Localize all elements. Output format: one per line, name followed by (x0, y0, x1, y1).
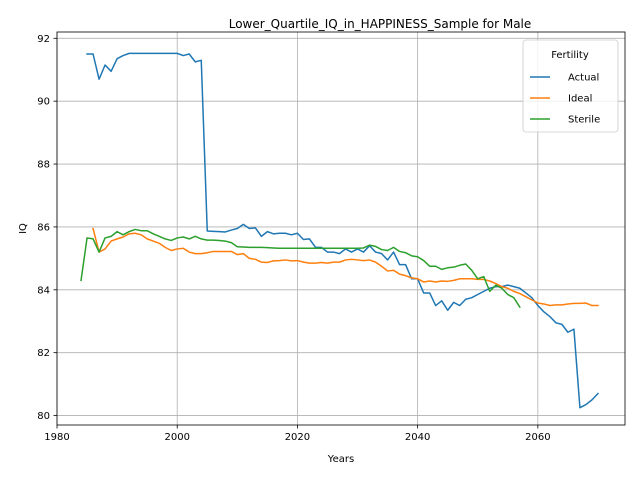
x-tick-label: 1980 (44, 432, 69, 443)
y-axis-label: IQ (18, 223, 29, 234)
plot-frame (56, 31, 626, 426)
series-line-ideal (92, 227, 599, 307)
x-axis: 1980 2000 2020 2040 2060 (44, 425, 551, 443)
legend-label-sterile: Sterile (568, 115, 600, 126)
series-line-sterile (80, 228, 521, 309)
legend-label-actual: Actual (568, 73, 599, 84)
chart-title: Lower_Quartile_IQ_in_HAPPINESS_Sample fo… (229, 17, 532, 31)
y-tick-label: 88 (37, 160, 50, 171)
x-tick-label: 2040 (405, 432, 430, 443)
legend: Fertility Actual Ideal Sterile (522, 39, 619, 133)
y-tick-label: 92 (37, 34, 50, 45)
y-tick-label: 90 (37, 97, 50, 108)
x-tick-label: 2020 (285, 432, 310, 443)
x-axis-label: Years (327, 454, 354, 465)
y-axis: 80 82 84 86 88 90 92 (37, 34, 57, 422)
legend-title: Fertility (551, 50, 589, 61)
series-layer (80, 52, 600, 409)
legend-box (522, 39, 619, 133)
y-tick-label: 82 (37, 348, 50, 359)
y-tick-label: 84 (37, 285, 50, 296)
series-line-actual (86, 52, 600, 409)
y-tick-label: 86 (37, 222, 50, 233)
grid-lines (56, 32, 625, 425)
x-tick-label: 2060 (525, 432, 550, 443)
x-tick-label: 2000 (164, 432, 189, 443)
y-tick-label: 80 (37, 411, 50, 422)
legend-label-ideal: Ideal (568, 94, 592, 105)
